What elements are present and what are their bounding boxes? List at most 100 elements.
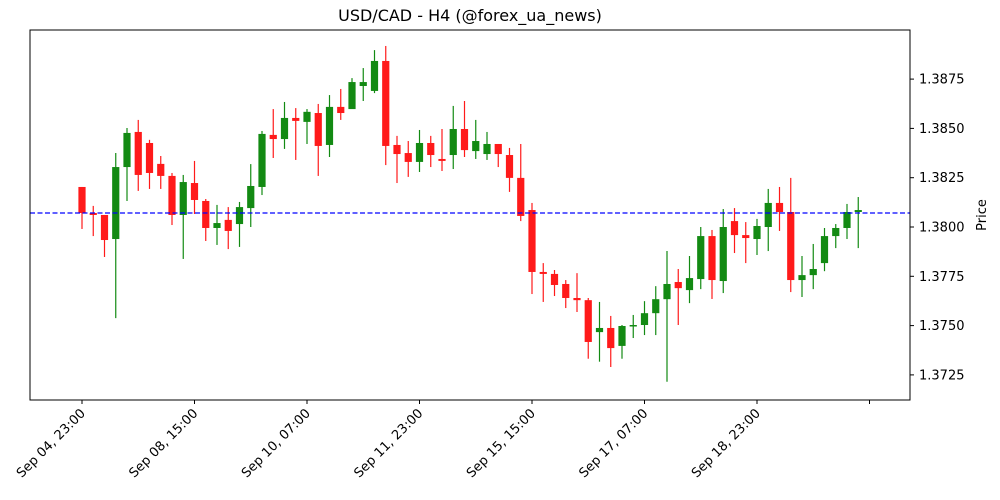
candle-body [764, 202, 772, 227]
candle-body [494, 143, 502, 155]
candle [89, 205, 97, 237]
candle [674, 269, 682, 326]
x-tick-label: Sep 08, 15:00 [126, 406, 201, 481]
candle-body [112, 167, 120, 240]
candle-body [708, 236, 716, 281]
candle [224, 207, 232, 250]
candle-body [775, 202, 784, 213]
candle [348, 78, 356, 110]
candle-body [314, 113, 322, 146]
candle [562, 280, 570, 309]
candle [640, 301, 649, 336]
candle [505, 147, 514, 192]
candle [652, 286, 660, 336]
candles-layer [78, 45, 862, 382]
candle [820, 227, 829, 272]
candle [742, 222, 750, 264]
candle-body [427, 142, 435, 156]
candle-body [460, 128, 469, 151]
candle [370, 50, 379, 94]
y-tick-label: 1.3850 [919, 122, 965, 137]
candle-body [404, 153, 412, 162]
x-tick-label: Sep 10, 07:00 [239, 406, 314, 481]
candle [258, 130, 266, 196]
candle-body [89, 212, 97, 215]
candle [550, 269, 559, 297]
candle [528, 202, 536, 295]
candle [753, 218, 761, 256]
candle-body [820, 236, 829, 264]
candle [213, 204, 221, 245]
candle [787, 177, 795, 293]
candle [629, 314, 637, 339]
candle [730, 208, 739, 254]
candle [595, 301, 604, 362]
candle-body [505, 155, 514, 178]
candle-body [303, 111, 311, 122]
candle-body [348, 82, 356, 110]
candle [494, 143, 502, 168]
candle-body [539, 271, 547, 274]
candle [123, 128, 131, 201]
candle-body [685, 278, 694, 291]
candle [145, 139, 154, 189]
candle-body [697, 236, 705, 280]
candle [269, 109, 277, 158]
y-tick-label: 1.3800 [919, 221, 965, 236]
candle-body [325, 106, 334, 145]
candle-body [674, 282, 682, 289]
candle [415, 129, 424, 172]
candle [438, 128, 446, 171]
candle-body [832, 227, 840, 237]
candle [775, 186, 784, 231]
candle-body [449, 128, 457, 156]
candle [280, 101, 289, 149]
candle-body [179, 182, 187, 215]
x-tick-label: Sep 18, 23:00 [689, 406, 764, 481]
candle [382, 45, 390, 166]
candle [427, 135, 435, 168]
candle [112, 153, 120, 319]
candle-body [607, 327, 615, 349]
y-tick-label: 1.3775 [919, 270, 965, 285]
candle [337, 88, 345, 120]
candle-body [472, 141, 480, 152]
plot-frame [29, 29, 911, 401]
candle [449, 105, 457, 170]
candle-body [292, 117, 300, 121]
y-tick-label: 1.3825 [919, 171, 965, 186]
candle-body [753, 226, 761, 240]
candle [404, 141, 412, 177]
candle-body [382, 60, 390, 146]
candle-body [719, 227, 727, 282]
candle [460, 100, 469, 157]
candle-body [528, 210, 536, 272]
candle [292, 108, 300, 160]
candle-body [809, 269, 817, 276]
candle-body [562, 283, 570, 298]
candle-body [730, 221, 739, 236]
candle [100, 214, 109, 257]
candle-body [78, 186, 86, 213]
candle-body [663, 283, 671, 300]
y-axis-label: Price [975, 199, 990, 231]
x-axis: Sep 04, 23:00 Sep 08, 15:00 Sep 10, 07:00 S… [14, 400, 870, 481]
candle [618, 325, 626, 359]
candle-body [213, 223, 221, 228]
candle [168, 172, 176, 226]
candle [179, 174, 187, 259]
candle-body [787, 212, 795, 281]
candle-body [742, 235, 750, 239]
candle [303, 109, 311, 144]
candle-body [190, 183, 199, 200]
candle-body [202, 200, 210, 228]
candle-body [370, 60, 379, 91]
candle-body [798, 275, 806, 281]
candle-body [415, 142, 424, 162]
candle-body [843, 212, 851, 228]
candle-body [100, 214, 109, 241]
candle-body [359, 82, 367, 87]
candle-body [235, 207, 244, 225]
candle-body [280, 117, 289, 140]
candle-body [595, 327, 604, 333]
